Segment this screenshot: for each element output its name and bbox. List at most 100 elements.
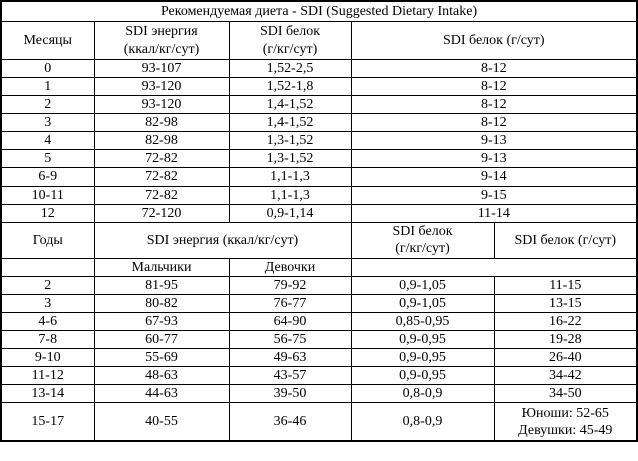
- energy-range-cell: 93-107: [93, 58, 230, 79]
- months-rows: 0 93-107 1,52-2,5 8-12 1 93-120 1,52-1,8 8-12 2 9…: [0, 58, 638, 223]
- age-cell: 7-8: [0, 330, 95, 350]
- table-row: 6-9 72-82 1,1-1,3 9-14: [0, 167, 638, 187]
- table-row: 7-8 60-77 56-75 0,9-0,95 19-28: [0, 330, 638, 350]
- girls-energy-cell: 39-50: [228, 384, 352, 404]
- boys-energy-cell: 40-55: [93, 402, 230, 442]
- protein-day-cell: 11-15: [493, 275, 638, 295]
- boys-energy-cell: 44-63: [93, 384, 230, 404]
- years-energy-header: SDI энергия (ккал/кг/сут): [93, 221, 352, 259]
- protein-day-cell: 8-12: [350, 95, 638, 115]
- age-cell: 0: [0, 58, 95, 79]
- girls-energy-cell: 43-57: [228, 366, 352, 386]
- protein-kg-cell: 0,9-0,95: [350, 330, 495, 350]
- months-age-header: Месяцы: [0, 21, 95, 60]
- protein-day-cell: 13-15: [493, 293, 638, 313]
- girls-energy-cell: 64-90: [228, 311, 352, 332]
- boys-energy-cell: 55-69: [93, 348, 230, 368]
- age-cell: 11-12: [0, 366, 95, 386]
- protein-day-cell: 34-42: [493, 366, 638, 386]
- boys-energy-cell: 60-77: [93, 330, 230, 350]
- table-row: 4-6 67-93 64-90 0,85-0,95 16-22: [0, 311, 638, 332]
- protein-kg-cell: 1,4-1,52: [228, 95, 352, 115]
- empty-cell: [0, 257, 95, 277]
- table-title: Рекомендуемая диета - SDI (Suggested Die…: [0, 0, 638, 22]
- months-energy-header-line2: (ккал/кг/сут): [123, 41, 200, 57]
- boys-energy-cell: 80-82: [93, 293, 230, 313]
- table-row: 10-11 72-82 1,1-1,3 9-15: [0, 185, 638, 205]
- table-row: 2 81-95 79-92 0,9-1,05 11-15: [0, 275, 638, 295]
- girls-energy-cell: 49-63: [228, 348, 352, 368]
- protein-kg-cell: 1,3-1,52: [228, 149, 352, 169]
- protein-kg-cell: 0,9-1,14: [228, 203, 352, 223]
- energy-range-cell: 72-82: [93, 167, 230, 187]
- protein-kg-cell: 1,52-2,5: [228, 58, 352, 79]
- sdi-table: Рекомендуемая диета - SDI (Suggested Die…: [0, 0, 638, 443]
- protein-kg-cell: 1,3-1,52: [228, 131, 352, 151]
- table-row: 15-17 40-55 36-46 0,8-0,9 Юноши: 52-65 Девушк…: [0, 402, 638, 442]
- energy-range-cell: 72-82: [93, 149, 230, 169]
- girls-energy-cell: 56-75: [228, 330, 352, 350]
- age-cell: 9-10: [0, 348, 95, 368]
- energy-range-cell: 72-82: [93, 185, 230, 205]
- age-cell: 6-9: [0, 167, 95, 187]
- girls-energy-cell: 36-46: [228, 402, 352, 442]
- table-row: Годы SDI энергия (ккал/кг/сут) SDI белок…: [0, 221, 638, 259]
- protein-kg-cell: 0,9-0,95: [350, 348, 495, 368]
- protein-day-cell: 9-13: [350, 131, 638, 151]
- protein-kg-cell: 1,4-1,52: [228, 113, 352, 133]
- age-cell: 4-6: [0, 311, 95, 332]
- table-row: 12 72-120 0,9-1,14 11-14: [0, 203, 638, 223]
- years-age-header: Годы: [0, 221, 95, 259]
- table-row: 9-10 55-69 49-63 0,9-0,95 26-40: [0, 348, 638, 368]
- protein-kg-cell: 1,52-1,8: [228, 77, 352, 97]
- protein-day-cell: 19-28: [493, 330, 638, 350]
- protein-kg-cell: 0,85-0,95: [350, 311, 495, 332]
- age-cell: 3: [0, 113, 95, 133]
- boys-energy-cell: 81-95: [93, 275, 230, 295]
- age-cell: 3: [0, 293, 95, 313]
- protein-day-cell: 9-14: [350, 167, 638, 187]
- energy-range-cell: 72-120: [93, 203, 230, 223]
- years-protein-day-header: SDI белок (г/сут): [493, 221, 638, 259]
- table-row: 0 93-107 1,52-2,5 8-12: [0, 58, 638, 79]
- years-rows: 2 81-95 79-92 0,9-1,05 11-15 3 80-82 76-77 0,9-1…: [0, 275, 638, 442]
- table-row: 11-12 48-63 43-57 0,9-0,95 34-42: [0, 366, 638, 386]
- months-protein-day-header: SDI белок (г/сут): [350, 21, 638, 60]
- boys-energy-cell: 48-63: [93, 366, 230, 386]
- age-cell: 15-17: [0, 402, 95, 442]
- boys-energy-cell: 67-93: [93, 311, 230, 332]
- table-row: 2 93-120 1,4-1,52 8-12: [0, 95, 638, 115]
- years-protein-kg-header: SDI белок (г/кг/сут): [350, 221, 495, 259]
- protein-kg-cell: 0,9-1,05: [350, 293, 495, 313]
- age-cell: 13-14: [0, 384, 95, 404]
- energy-range-cell: 93-120: [93, 95, 230, 115]
- protein-kg-cell: 1,1-1,3: [228, 185, 352, 205]
- protein-kg-cell: 0,9-1,05: [350, 275, 495, 295]
- protein-kg-cell: 0,9-0,95: [350, 366, 495, 386]
- protein-kg-cell: 0,8-0,9: [350, 384, 495, 404]
- months-protein-kg-header-line2: (г/кг/сут): [262, 41, 318, 57]
- boys-header: Мальчики: [93, 257, 230, 277]
- age-cell: 2: [0, 95, 95, 115]
- protein-day-cell: 26-40: [493, 348, 638, 368]
- energy-range-cell: 82-98: [93, 131, 230, 151]
- years-protein-kg-header-line2: (г/кг/сут): [395, 241, 450, 257]
- months-energy-header-line1: SDI энергия: [125, 24, 198, 40]
- table-row: 1 93-120 1,52-1,8 8-12: [0, 77, 638, 97]
- protein-day-cell: 9-15: [350, 185, 638, 205]
- protein-day-cell: 8-12: [350, 58, 638, 79]
- energy-range-cell: 82-98: [93, 113, 230, 133]
- empty-cell: [350, 257, 638, 277]
- months-protein-kg-header: SDI белок (г/кг/сут): [228, 21, 352, 60]
- years-head: Годы SDI энергия (ккал/кг/сут) SDI белок…: [0, 221, 638, 277]
- table-head: Рекомендуемая диета - SDI (Suggested Die…: [0, 0, 638, 60]
- protein-day-cell: 8-12: [350, 113, 638, 133]
- protein-day-cell: Юноши: 52-65 Девушки: 45-49: [493, 402, 638, 442]
- table-row: 4 82-98 1,3-1,52 9-13: [0, 131, 638, 151]
- age-cell: 10-11: [0, 185, 95, 205]
- protein-day-cell: 9-13: [350, 149, 638, 169]
- age-cell: 12: [0, 203, 95, 223]
- table-row: 5 72-82 1,3-1,52 9-13: [0, 149, 638, 169]
- years-protein-kg-header-line1: SDI белок: [392, 224, 453, 240]
